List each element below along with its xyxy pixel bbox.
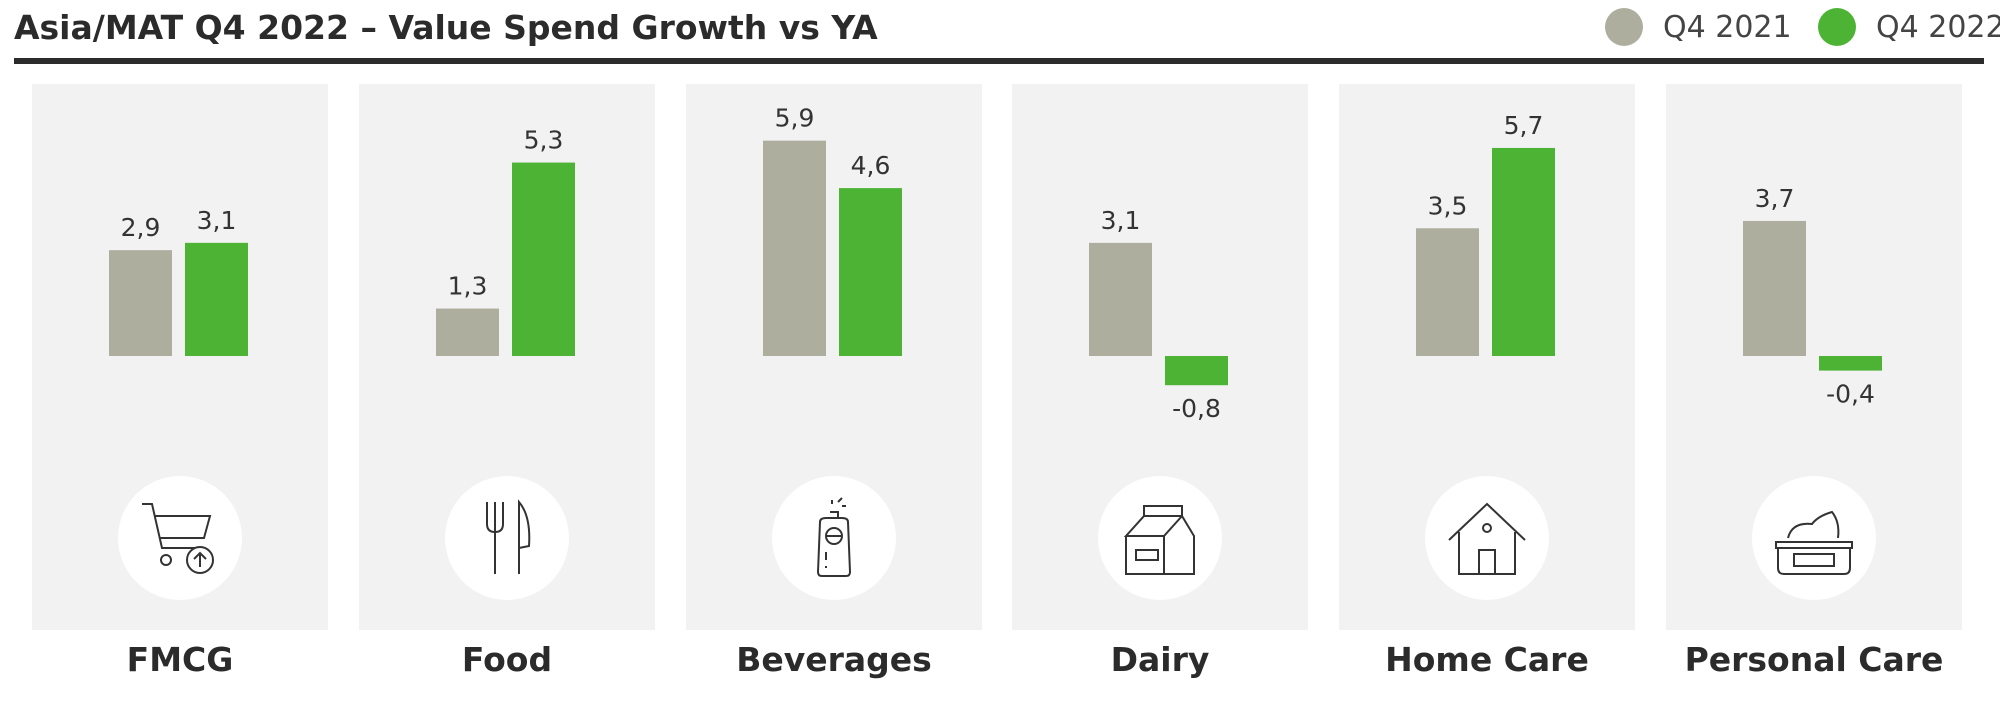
data-label-fmcg-q4-2022: 3,1: [197, 206, 237, 235]
bar-fmcg-q4-2022: [185, 242, 248, 356]
legend-label-q4-2022: Q4 2022: [1876, 9, 2000, 45]
icon-circle: [118, 476, 242, 600]
data-label-personal-care-q4-2022: -0,4: [1826, 380, 1875, 409]
bar-beverages-q4-2022: [839, 188, 902, 356]
category-label-home-care: Home Care: [1385, 640, 1589, 679]
bar-personal-care-q4-2022: [1819, 356, 1882, 371]
data-label-dairy-q4-2022: -0,8: [1172, 394, 1221, 423]
panel-dairy: [1012, 84, 1308, 630]
bar-personal-care-q4-2021: [1743, 220, 1806, 356]
data-label-beverages-q4-2022: 4,6: [851, 151, 891, 180]
cart-icon: [142, 503, 214, 574]
icon-circle: [1752, 476, 1876, 600]
panel-food: [359, 84, 655, 630]
fork-knife-icon: [486, 499, 531, 574]
data-label-fmcg-q4-2021: 2,9: [121, 213, 161, 242]
bar-dairy-q4-2022: [1165, 356, 1228, 386]
bar-home-care-q4-2021: [1416, 228, 1479, 356]
icon-circle: [1425, 476, 1549, 600]
legend-item-q4-2021: Q4 2021: [1605, 6, 1792, 48]
category-label-fmcg: FMCG: [126, 640, 234, 679]
legend-swatch-q4-2021: [1605, 8, 1643, 46]
cream-jar-icon: [1775, 510, 1853, 575]
category-label-food: Food: [461, 640, 553, 679]
data-label-home-care-q4-2022: 5,7: [1504, 111, 1544, 140]
data-label-food-q4-2021: 1,3: [448, 272, 488, 301]
bar-dairy-q4-2021: [1089, 242, 1152, 356]
house-icon: [1448, 502, 1526, 575]
data-label-food-q4-2022: 5,3: [524, 126, 564, 155]
legend-label-q4-2021: Q4 2021: [1663, 9, 1792, 45]
data-label-home-care-q4-2021: 3,5: [1428, 191, 1468, 220]
legend-swatch-q4-2022: [1818, 8, 1856, 46]
drink-can-icon: [816, 497, 852, 577]
panel-beverages: [686, 84, 982, 630]
icon-circle: [1098, 476, 1222, 600]
panel-home-care: [1339, 84, 1635, 630]
title-divider: [14, 58, 1984, 64]
panel-fmcg: [32, 84, 328, 630]
data-label-beverages-q4-2021: 5,9: [775, 104, 815, 133]
milk-carton-icon: [1123, 505, 1195, 575]
bar-home-care-q4-2022: [1492, 147, 1555, 356]
icon-circle: [772, 476, 896, 600]
data-label-dairy-q4-2021: 3,1: [1101, 206, 1141, 235]
category-label-beverages: Beverages: [736, 640, 932, 679]
legend-item-q4-2022: Q4 2022: [1818, 6, 2000, 48]
bar-beverages-q4-2021: [763, 140, 826, 356]
category-label-dairy: Dairy: [1110, 640, 1210, 679]
bar-food-q4-2022: [512, 162, 575, 356]
category-label-personal-care: Personal Care: [1684, 640, 1944, 679]
bar-fmcg-q4-2021: [109, 250, 172, 356]
bar-food-q4-2021: [436, 308, 499, 356]
icon-circle: [445, 476, 569, 600]
panel-personal-care: [1666, 84, 1962, 630]
chart-title: Asia/MAT Q4 2022 – Value Spend Growth vs…: [14, 8, 878, 47]
data-label-personal-care-q4-2021: 3,7: [1755, 184, 1795, 213]
